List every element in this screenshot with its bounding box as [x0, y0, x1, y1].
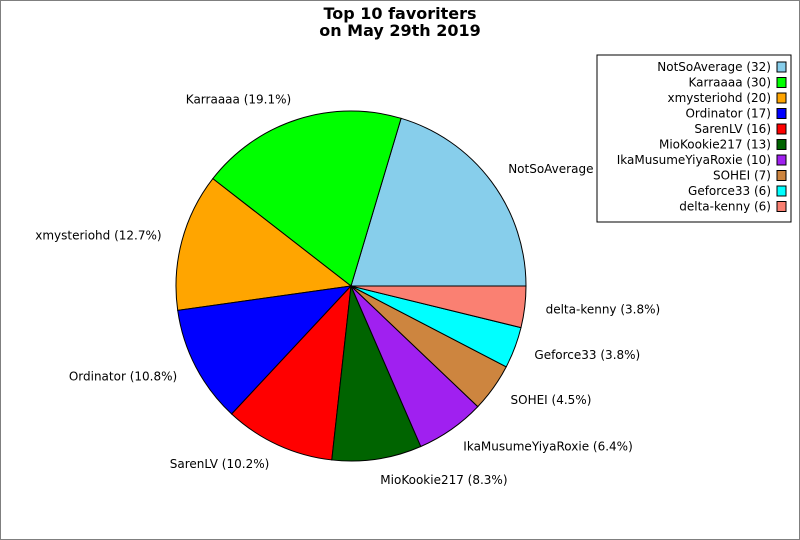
legend-swatch-sohei — [776, 170, 787, 181]
slice-label-karraaaa: Karraaaa (19.1%) — [186, 92, 291, 106]
legend-entry-sohei: SOHEI (7) — [713, 169, 771, 183]
slice-label-miokookie217: MioKookie217 (8.3%) — [380, 473, 507, 487]
legend-box — [596, 54, 792, 223]
legend-entry-ikamusumeyiyaroxie: IkaMusumeYiyaRoxie (10) — [617, 153, 771, 167]
legend-swatch-karraaaa — [776, 77, 787, 88]
chart-title-line-2: on May 29th 2019 — [319, 21, 481, 40]
legend-swatch-ordinator — [776, 108, 787, 119]
slice-label-ordinator: Ordinator (10.8%) — [69, 370, 177, 384]
legend-entry-sarenlv: SarenLV (16) — [694, 122, 771, 136]
legend-swatch-ikamusumeyiyaroxie — [776, 154, 787, 166]
pie-slice-notsoaverage — [350, 117, 527, 287]
legend-swatch-geforce33 — [776, 185, 787, 197]
pie-slice-sarenlv — [230, 284, 352, 461]
pie-slice-karraaaa — [212, 110, 402, 287]
legend-entry-delta-kenny: delta-kenny (6) — [679, 200, 771, 214]
legend-swatch-miokookie217 — [776, 139, 787, 150]
pie-slice-delta-kenny — [350, 285, 527, 329]
legend-swatch-delta-kenny — [776, 201, 787, 212]
slice-label-geforce33: Geforce33 (3.8%) — [534, 348, 640, 362]
chart-title-line-1: Top 10 favoriters — [323, 4, 476, 23]
slice-label-delta-kenny: delta-kenny (3.8%) — [546, 303, 661, 317]
legend-entry-notsoaverage: NotSoAverage (32) — [657, 60, 771, 74]
legend: NotSoAverage (32) Karraaaa (30)xmysterioh… — [596, 54, 792, 223]
legend-entry-miokookie217: MioKookie217 (13) — [659, 138, 771, 152]
legend-entry-geforce33: Geforce33 (6) — [688, 184, 771, 198]
legend-entry-xmysteriohd: xmysteriohd (20) — [667, 91, 771, 105]
legend-swatch-notsoaverage — [776, 61, 787, 73]
pie-slices — [175, 110, 527, 462]
slice-label-ikamusumeyiyaroxie: IkaMusumeYiyaRoxie (6.4%) — [463, 440, 632, 454]
slice-label-sarenlv: SarenLV (10.2%) — [170, 457, 270, 471]
slice-label-sohei: SOHEI (4.5%) — [511, 393, 592, 407]
legend-entry-ordinator: Ordinator (17) — [685, 107, 771, 121]
pie-slice-xmysteriohd — [175, 177, 353, 311]
legend-entry-karraaaa: Karraaaa (30) — [688, 76, 771, 90]
slice-label-xmysteriohd: xmysteriohd (12.7%) — [35, 229, 161, 243]
pie-slice-ordinator — [177, 285, 353, 415]
legend-swatch-xmysteriohd — [776, 92, 787, 104]
legend-swatch-sarenlv — [776, 123, 787, 135]
pie-slice-miokookie217 — [331, 284, 422, 462]
